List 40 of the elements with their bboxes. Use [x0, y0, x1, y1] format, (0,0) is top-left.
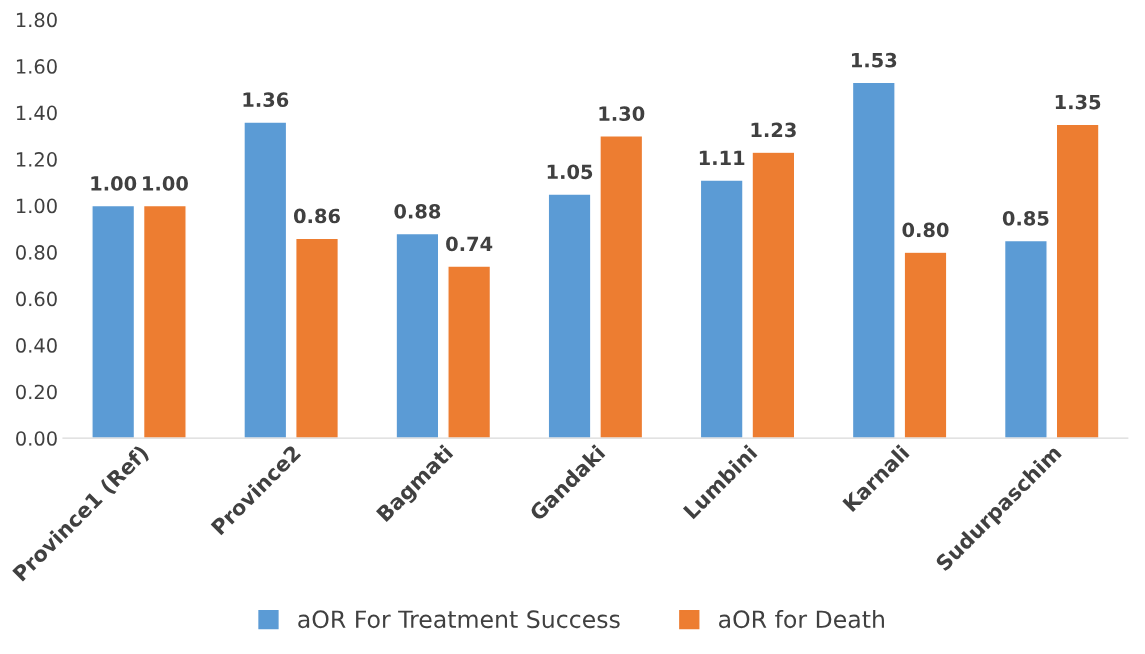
bar: [395, 232, 440, 439]
data-label: 1.23: [751, 122, 796, 138]
data-label: 1.05: [547, 164, 593, 180]
data-label: 1.00: [143, 176, 188, 191]
bar: [599, 135, 644, 439]
y-tick-label: 0.80: [16, 245, 57, 260]
bar: [1003, 239, 1048, 439]
bar: [91, 204, 136, 439]
data-label: 1.53: [851, 52, 897, 68]
data-label: 1.11: [699, 150, 745, 165]
bar: [699, 179, 744, 439]
y-tick-label: 1.60: [16, 59, 57, 74]
bar: [447, 265, 492, 439]
bar: [751, 151, 796, 439]
data-label: 1.00: [91, 176, 137, 191]
y-tick-label: 1.40: [16, 105, 57, 121]
legend-label: aOR for Death: [719, 609, 884, 629]
data-label: 0.80: [902, 222, 949, 238]
y-tick-label: 1.20: [16, 152, 57, 167]
data-label: 0.85: [1002, 210, 1049, 226]
bar: [851, 81, 896, 439]
data-label: 0.88: [394, 203, 441, 219]
y-tick-label: 0.60: [16, 291, 57, 307]
bar: [142, 204, 187, 439]
y-tick-label: 1.80: [16, 12, 57, 28]
y-tick-label: 0.20: [16, 384, 57, 400]
bar: [903, 251, 948, 439]
legend-label: aOR For Treatment Success: [298, 610, 620, 629]
bar: [243, 121, 288, 439]
bar: [1055, 123, 1100, 439]
data-label: 1.36: [243, 92, 289, 108]
data-label: 0.86: [293, 208, 340, 224]
y-tick-label: 0.00: [16, 431, 57, 446]
data-label: 0.74: [446, 236, 493, 252]
y-tick-label: 1.00: [16, 198, 57, 214]
y-tick-label: 0.40: [16, 338, 57, 353]
bar: [547, 193, 592, 439]
data-label: 1.30: [599, 106, 645, 122]
bar: [295, 237, 340, 439]
data-label: 1.35: [1055, 94, 1101, 110]
